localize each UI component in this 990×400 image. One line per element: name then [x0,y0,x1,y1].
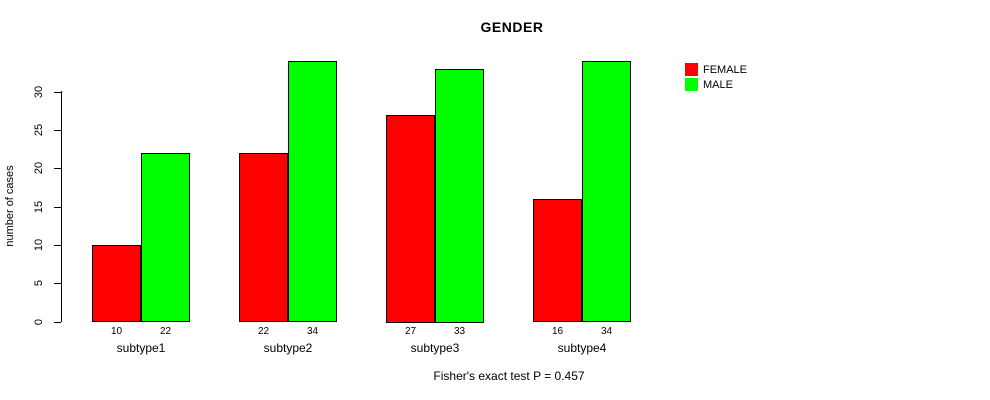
y-tick-label: 25 [33,123,45,136]
y-tick-mark [54,244,61,246]
y-tick-mark [54,321,61,323]
legend-label: MALE [703,78,733,91]
bar-female-subtype3 [386,114,435,323]
y-tick-mark [54,206,61,208]
bar-value-label: 33 [453,326,466,337]
caption: Fisher's exact test P = 0.457 [433,369,585,383]
y-axis-line [61,91,62,322]
y-tick-mark [54,129,61,131]
bar-value-label: 34 [306,326,319,337]
bar-female-subtype1 [92,244,141,323]
legend-item-female: FEMALE [685,62,747,77]
y-tick-label: 20 [33,162,45,175]
bar-female-subtype4 [533,198,582,323]
bar-value-label: 27 [404,326,417,337]
y-tick-mark [54,91,61,93]
y-tick-label: 15 [33,200,45,213]
bar-male-subtype3 [435,68,484,323]
legend-swatch-male [685,78,698,91]
bar-value-label: 22 [159,326,172,337]
y-tick-mark [54,283,61,285]
bar-value-label: 22 [257,326,270,337]
bar-male-subtype1 [141,152,190,323]
legend: FEMALE MALE [685,62,747,92]
y-tick-label: 0 [33,318,45,325]
bar-value-label: 34 [600,326,613,337]
bar-male-subtype4 [582,60,631,323]
y-tick-mark [54,168,61,170]
x-category-label: subtype2 [263,341,313,355]
bar-female-subtype2 [239,152,288,323]
y-axis-label: number of cases [4,165,16,247]
y-tick-label: 10 [33,238,45,251]
legend-swatch-female [685,63,698,76]
y-tick-label: 5 [33,280,45,287]
bar-male-subtype2 [288,60,337,323]
y-tick-label: 30 [33,85,45,98]
legend-label: FEMALE [703,63,748,76]
chart-title: GENDER [480,19,544,35]
x-category-label: subtype3 [410,341,460,355]
x-category-label: subtype4 [557,341,607,355]
bar-value-label: 16 [551,326,564,337]
bar-value-label: 10 [110,326,123,337]
x-category-label: subtype1 [116,341,166,355]
legend-item-male: MALE [685,77,747,92]
